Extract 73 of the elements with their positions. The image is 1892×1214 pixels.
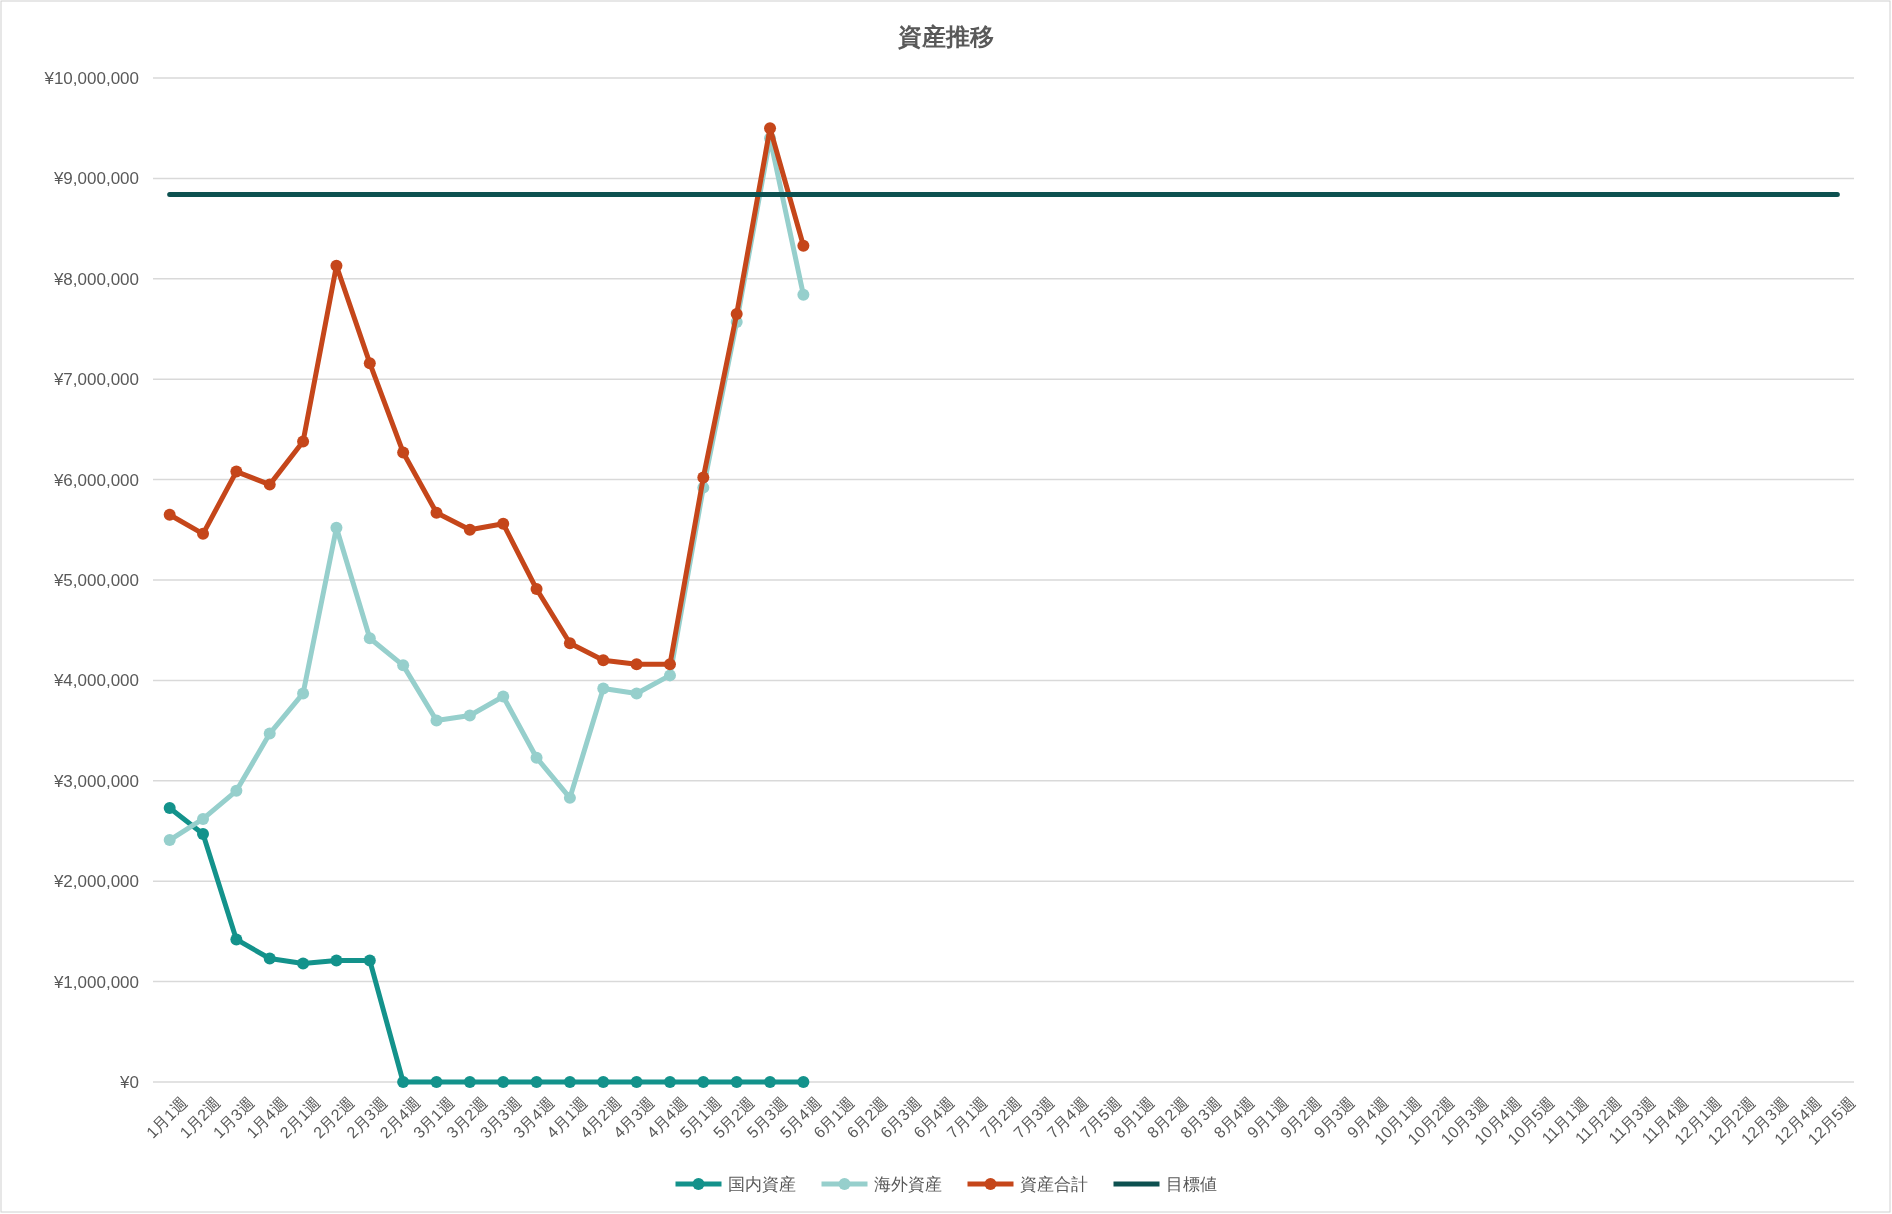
point xyxy=(697,1076,710,1088)
y-tick-label: ¥3,000,000 xyxy=(52,771,139,791)
point xyxy=(630,1076,643,1088)
point xyxy=(430,714,443,727)
point xyxy=(263,478,276,491)
y-tick-label: ¥4,000,000 xyxy=(52,671,139,691)
point xyxy=(197,828,210,841)
point xyxy=(563,637,576,650)
point xyxy=(797,288,810,301)
point xyxy=(397,446,410,459)
point xyxy=(630,687,643,700)
y-tick-label: ¥7,000,000 xyxy=(52,370,139,390)
point xyxy=(764,1076,777,1088)
point xyxy=(230,465,243,478)
point xyxy=(397,659,410,672)
point xyxy=(430,1076,443,1088)
point xyxy=(263,727,276,740)
point xyxy=(730,307,743,320)
y-tick-label: ¥2,000,000 xyxy=(52,872,139,892)
point xyxy=(530,1076,543,1088)
point xyxy=(563,1076,576,1088)
point xyxy=(263,952,276,965)
legend-label: 海外資産 xyxy=(873,1174,942,1194)
point xyxy=(163,508,176,521)
point xyxy=(230,784,243,797)
point xyxy=(697,471,710,484)
point xyxy=(197,527,210,540)
point xyxy=(497,517,510,530)
y-tick-label: ¥6,000,000 xyxy=(52,470,139,490)
legend-label: 国内資産 xyxy=(727,1174,796,1194)
point xyxy=(430,506,443,519)
y-tick-label: ¥10,000,000 xyxy=(43,68,139,88)
legend-label: 資産合計 xyxy=(1019,1174,1088,1194)
point xyxy=(463,523,476,536)
legend-label: 目標値 xyxy=(1165,1174,1217,1194)
point xyxy=(297,435,310,448)
point xyxy=(363,357,376,370)
point xyxy=(363,632,376,645)
point xyxy=(663,669,676,682)
point xyxy=(463,1076,476,1088)
point xyxy=(330,259,343,272)
point xyxy=(597,682,610,695)
point xyxy=(764,122,777,135)
point xyxy=(363,954,376,967)
y-tick-label: ¥5,000,000 xyxy=(52,570,139,590)
point xyxy=(330,954,343,967)
y-tick-label: ¥9,000,000 xyxy=(52,169,139,189)
point xyxy=(197,812,210,825)
point xyxy=(297,957,310,970)
y-tick-label: ¥8,000,000 xyxy=(52,269,139,289)
point xyxy=(497,690,510,703)
point xyxy=(463,709,476,722)
point xyxy=(330,521,343,534)
point xyxy=(297,687,310,700)
point xyxy=(597,1076,610,1088)
point xyxy=(663,1076,676,1088)
point xyxy=(163,834,176,847)
point xyxy=(230,933,243,946)
y-tick-label: ¥1,000,000 xyxy=(52,972,139,992)
point xyxy=(530,583,543,596)
chart-title: 資産推移 xyxy=(897,23,994,51)
point xyxy=(163,801,176,814)
point xyxy=(530,751,543,764)
y-tick-label: ¥0 xyxy=(119,1072,139,1092)
point xyxy=(563,791,576,804)
point xyxy=(797,1076,810,1088)
point xyxy=(630,658,643,671)
point xyxy=(730,1076,743,1088)
point xyxy=(597,654,610,667)
point xyxy=(397,1076,410,1088)
point xyxy=(663,658,676,671)
point xyxy=(797,239,810,252)
point xyxy=(497,1076,510,1088)
